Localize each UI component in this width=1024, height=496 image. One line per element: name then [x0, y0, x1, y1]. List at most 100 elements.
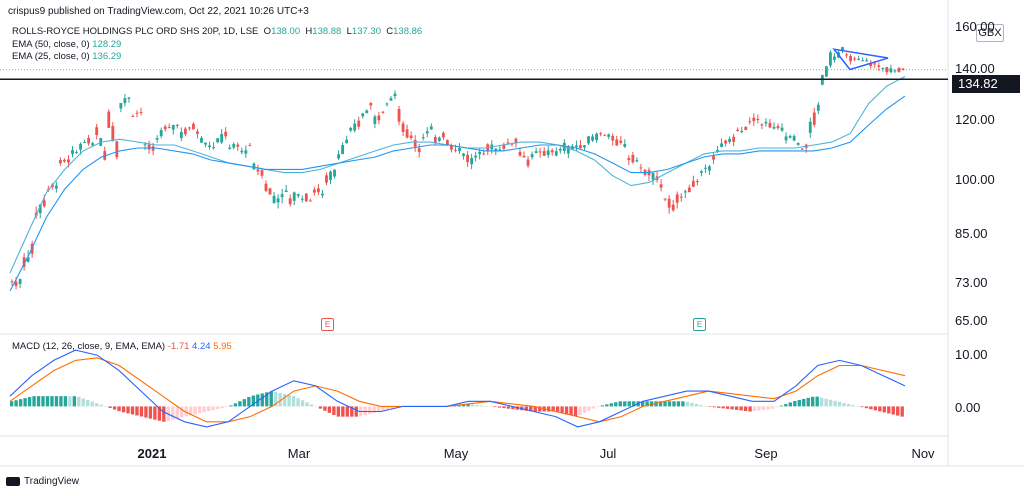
- symbol-legend: ROLLS-ROYCE HOLDINGS PLC ORD SHS 20P, 1D…: [12, 26, 422, 37]
- macd-histogram-bar: [327, 406, 332, 413]
- candle-body: [675, 194, 679, 203]
- currency-badge[interactable]: GBX: [976, 24, 1004, 42]
- candle-body: [881, 67, 885, 69]
- macd-histogram-bar: [394, 406, 399, 408]
- candle-body: [796, 142, 800, 145]
- ema50-line: [9, 95, 906, 292]
- macd-histogram-bar: [18, 399, 23, 407]
- macd-legend[interactable]: MACD (12, 26, close, 9, EMA, EMA) -1.71 …: [12, 341, 232, 352]
- candle-body: [792, 136, 796, 141]
- candle-body: [546, 150, 550, 155]
- macd-histogram-bar: [663, 401, 667, 407]
- macd-histogram-bar: [45, 396, 50, 407]
- macd-histogram-bar: [90, 401, 94, 407]
- x-tick: Sep: [754, 446, 778, 461]
- candle-body: [530, 154, 534, 158]
- ema25-legend[interactable]: EMA (25, close, 0) 136.29: [12, 51, 122, 62]
- candle-body: [502, 144, 506, 149]
- candle-body: [764, 121, 768, 124]
- candle-body: [288, 198, 292, 205]
- candle-body: [679, 196, 683, 198]
- macd-histogram-bar: [618, 401, 622, 407]
- macd-histogram-bar: [287, 395, 291, 407]
- candle-body: [667, 198, 671, 208]
- tradingview-footer[interactable]: TradingView: [6, 476, 79, 487]
- candle-body: [462, 153, 465, 157]
- candle-body: [575, 145, 578, 148]
- macd-histogram-bar: [126, 406, 130, 414]
- macd-histogram-bar: [609, 403, 614, 407]
- candle-body: [691, 180, 695, 187]
- candle-body: [373, 116, 377, 124]
- macd-histogram-bar: [855, 406, 860, 407]
- candle-body: [284, 190, 288, 193]
- macd-histogram-bar: [59, 396, 63, 407]
- candle-body: [300, 198, 304, 200]
- x-tick: May: [443, 446, 469, 461]
- candle-body: [607, 134, 611, 137]
- candle-body: [349, 127, 353, 131]
- macd-histogram-bar: [197, 406, 202, 414]
- candle-body: [841, 47, 844, 52]
- macd-histogram-bar: [788, 402, 793, 407]
- candle-body: [317, 188, 320, 193]
- candle-body: [889, 68, 893, 73]
- earnings-marker[interactable]: E: [321, 318, 334, 331]
- macd-histogram-bar: [81, 398, 85, 407]
- candle-body: [542, 151, 546, 156]
- macd-histogram-bar: [103, 406, 108, 407]
- macd-histogram-bar: [708, 406, 712, 407]
- candle-body: [780, 127, 784, 131]
- macd-histogram-bar: [672, 401, 676, 407]
- candle-body: [196, 131, 199, 134]
- candle-body: [204, 142, 207, 145]
- candle-body: [143, 144, 147, 146]
- candle-body: [494, 148, 498, 152]
- candle-body: [159, 130, 163, 137]
- macd-histogram-bar: [390, 406, 394, 409]
- candle-body: [401, 123, 405, 133]
- macd-signal-line: [9, 357, 906, 423]
- macd-histogram-bar: [229, 405, 233, 407]
- macd-histogram-bar: [900, 406, 904, 417]
- last-price-tag: 134.82: [952, 75, 1020, 93]
- macd-histogram-bar: [793, 401, 797, 407]
- candle-body: [659, 184, 663, 188]
- candle-body: [699, 171, 703, 173]
- macd-histogram-bar: [269, 391, 273, 407]
- candle-body: [639, 167, 643, 169]
- ohlc-low: L137.30: [346, 26, 381, 37]
- macd-histogram-bar: [300, 400, 305, 407]
- macd-histogram-bar: [573, 406, 578, 417]
- candle-body: [393, 93, 397, 97]
- macd-histogram-bar: [233, 403, 238, 407]
- candle-body: [325, 175, 328, 183]
- candle-body: [216, 138, 220, 143]
- candle-body: [756, 118, 760, 120]
- symbol-name[interactable]: ROLLS-ROYCE HOLDINGS PLC ORD SHS 20P, 1D…: [12, 26, 259, 37]
- macd-histogram-bar: [770, 406, 775, 409]
- candle-body: [885, 67, 889, 73]
- candle-body: [450, 145, 453, 150]
- candle-body: [599, 133, 603, 135]
- candle-body: [446, 140, 449, 146]
- candle-body: [228, 147, 232, 150]
- candle-body: [304, 193, 308, 202]
- macd-histogram-bar: [743, 406, 748, 411]
- candle-body: [591, 136, 594, 141]
- macd-histogram-bar: [524, 406, 528, 411]
- earnings-marker[interactable]: E: [693, 318, 706, 331]
- candle-body: [115, 141, 119, 158]
- ema50-legend[interactable]: EMA (50, close, 0) 128.29: [12, 39, 122, 50]
- macd-histogram-bar: [385, 406, 390, 410]
- candle-body: [312, 189, 316, 193]
- candle-body: [10, 281, 14, 283]
- candle-body: [861, 60, 865, 62]
- macd-histogram-bar: [72, 396, 77, 407]
- candle-body: [337, 154, 340, 159]
- candle-body: [470, 157, 474, 165]
- price-tick: 65.00: [955, 313, 988, 328]
- candle-body: [728, 138, 732, 142]
- macd-histogram-bar: [819, 397, 824, 407]
